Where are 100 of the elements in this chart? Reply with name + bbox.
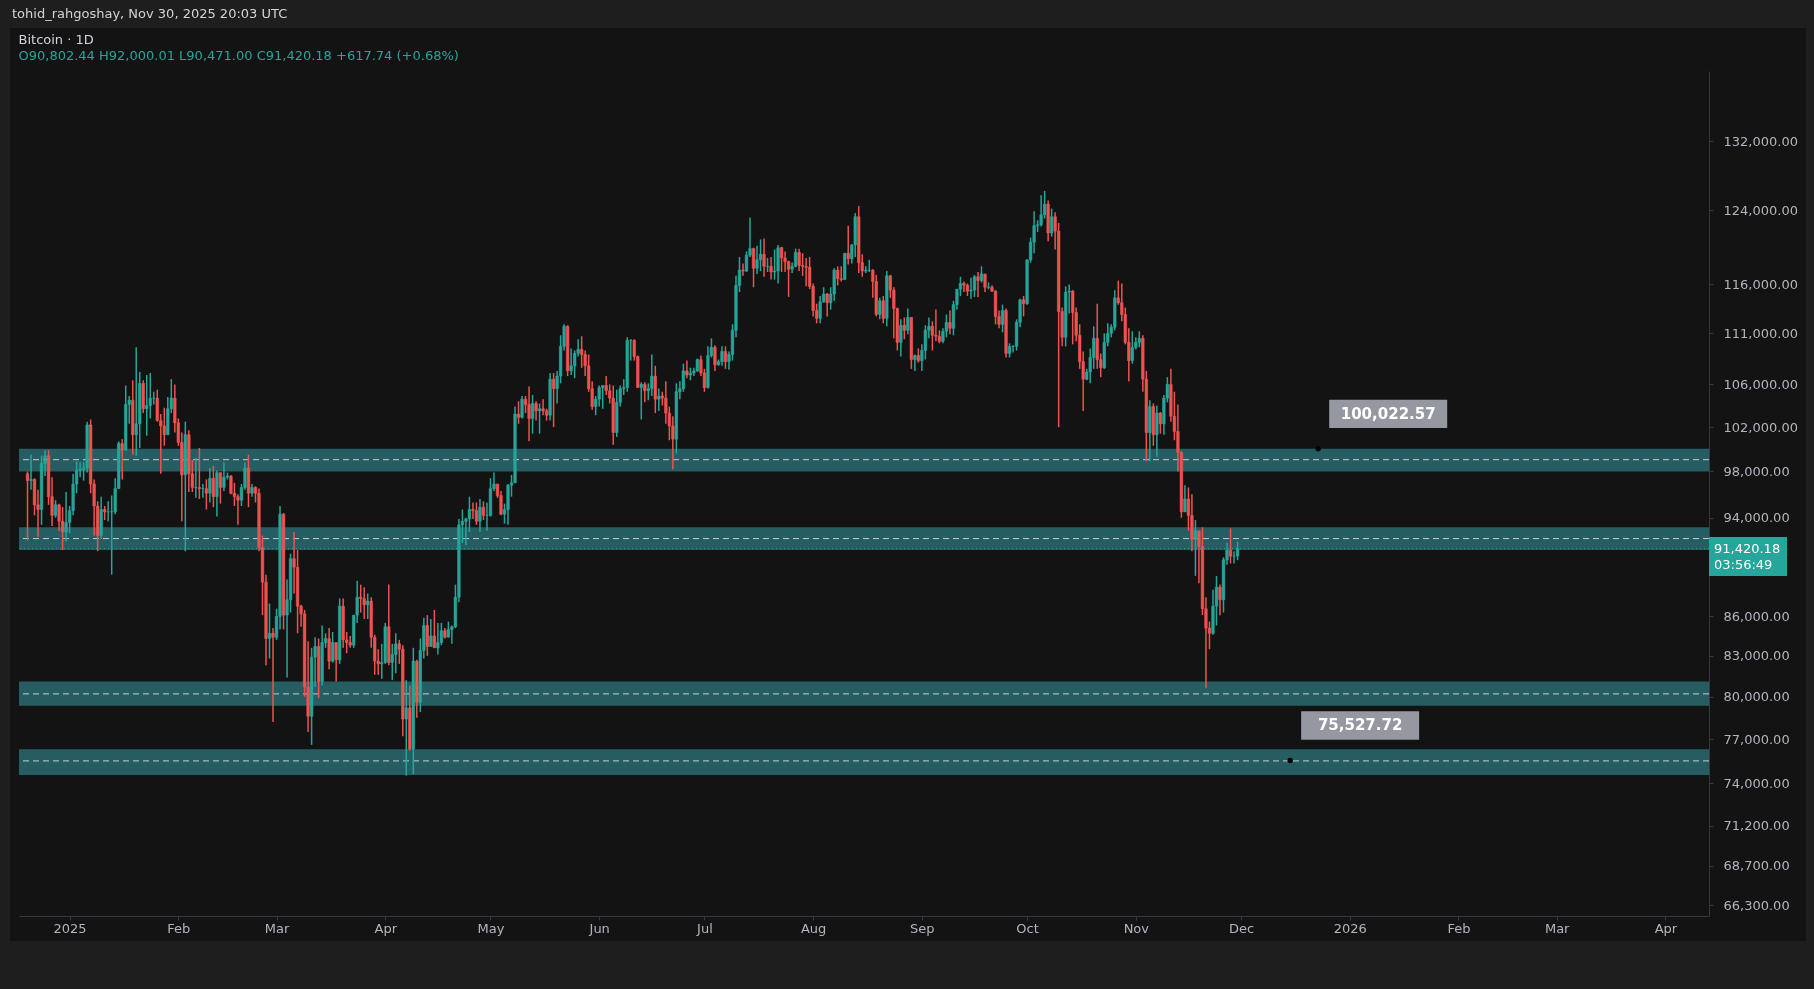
x-tick-label: Sep	[910, 920, 935, 936]
candlestick	[899, 318, 903, 358]
candlestick	[362, 586, 366, 620]
y-tick-label: 71,200.00	[1723, 818, 1790, 834]
candlestick	[208, 467, 212, 504]
candlestick	[846, 224, 850, 266]
y-tick-label: 66,300.00	[1723, 897, 1790, 913]
candlestick	[218, 471, 223, 505]
candlestick	[643, 381, 647, 404]
candlestick	[145, 374, 149, 437]
candlestick	[467, 495, 472, 533]
candlestick	[825, 292, 829, 318]
candlestick	[204, 478, 208, 511]
x-tick-label: Mar	[264, 920, 290, 936]
candlestick	[1155, 404, 1159, 458]
x-tick-label: 2026	[1333, 920, 1367, 936]
candlestick	[120, 438, 124, 481]
candlestick	[797, 247, 801, 272]
candlestick	[779, 246, 784, 273]
candlestick	[404, 679, 408, 777]
candlestick	[639, 381, 643, 421]
annotation: 75,527.72	[1317, 716, 1403, 735]
candlestick	[25, 470, 30, 542]
x-tick-label: Jul	[696, 920, 713, 936]
candlestick	[1232, 550, 1236, 565]
x-tick-label: Oct	[1016, 920, 1039, 936]
chart-subtitle: O90,802.44 H92,000.01 L90,471.00 C91,420.18 +617.74 (+0.68%)	[18, 48, 459, 63]
candlestick	[478, 498, 482, 533]
y-tick-label: 124,000.00	[1723, 202, 1798, 218]
candlestick	[758, 238, 763, 272]
candlestick	[741, 262, 745, 277]
x-tick-label: 2025	[53, 920, 87, 936]
y-tick-label: 106,000.00	[1723, 376, 1798, 392]
candlestick	[1130, 330, 1134, 365]
y-tick-label: 102,000.00	[1723, 419, 1798, 435]
y-tick-label: 80,000.00	[1723, 689, 1790, 705]
candlestick	[878, 297, 882, 321]
candlestick	[552, 372, 556, 428]
x-tick-label: Aug	[800, 920, 827, 936]
x-tick-label: Apr	[1654, 920, 1678, 936]
candlestick	[653, 364, 657, 414]
candlestick	[64, 491, 68, 543]
x-tick-label: Jun	[588, 920, 610, 936]
candlestick	[972, 274, 977, 298]
candlestick	[1039, 194, 1043, 228]
x-tick-label: Nov	[1123, 920, 1150, 936]
candlestick	[983, 273, 987, 293]
candlestick	[1071, 289, 1075, 346]
candlestick	[713, 344, 717, 372]
candlestick	[913, 353, 917, 372]
candlestick	[474, 501, 479, 526]
x-tick-label: May	[477, 920, 505, 936]
candlestick	[1021, 295, 1026, 318]
x-tick-label: Feb	[167, 920, 191, 936]
candlestick	[762, 237, 766, 278]
text: tohid_rahgoshay, Nov 30, 2025 20:03 UTC	[11, 5, 289, 23]
candlestick	[776, 244, 780, 285]
candlestick	[436, 622, 440, 656]
candlestick	[534, 400, 538, 422]
candlestick	[366, 592, 370, 620]
candlestick	[527, 385, 531, 443]
x-tick-label: Feb	[1447, 920, 1471, 936]
chart-title: Bitcoin · 1D	[18, 32, 94, 47]
candlestick	[836, 265, 840, 287]
y-tick-label: 98,000.00	[1723, 463, 1790, 479]
text: 03:56:49	[1714, 556, 1773, 572]
y-tick-label: 83,000.00	[1723, 648, 1790, 664]
candlestick	[650, 353, 654, 397]
candlestick	[537, 402, 542, 435]
candlestick	[839, 265, 843, 283]
candlestick	[976, 271, 980, 298]
y-tick-label: 94,000.00	[1723, 510, 1790, 526]
candlestick	[601, 384, 605, 410]
candlestick	[197, 447, 201, 500]
candlestick	[723, 345, 728, 370]
candlestick	[1218, 583, 1222, 616]
y-tick-label: 86,000.00	[1723, 608, 1790, 624]
candlestick	[657, 387, 661, 412]
y-tick-label: 111,000.00	[1723, 325, 1798, 341]
candlestick	[334, 641, 338, 683]
candlestick	[271, 627, 275, 723]
annotation: 100,022.57	[1340, 404, 1436, 423]
candlestick	[772, 248, 777, 281]
candlestick	[902, 316, 906, 341]
candlestick	[327, 627, 331, 671]
candlestick	[720, 345, 724, 367]
candlestick	[425, 614, 429, 657]
candlestick	[769, 256, 773, 281]
candlestick	[1050, 207, 1054, 238]
candlestick	[267, 602, 272, 660]
x-tick-label: Mar	[1544, 920, 1571, 936]
candlestick	[152, 391, 156, 406]
y-tick-label: 132,000.00	[1723, 133, 1798, 149]
candlestick	[944, 313, 949, 339]
candlestick	[969, 276, 973, 300]
candlestick	[569, 347, 573, 376]
candlestick	[1183, 484, 1187, 513]
candlestick	[222, 461, 226, 492]
candlestick	[429, 618, 433, 648]
y-tick-label: 68,700.00	[1723, 858, 1790, 874]
